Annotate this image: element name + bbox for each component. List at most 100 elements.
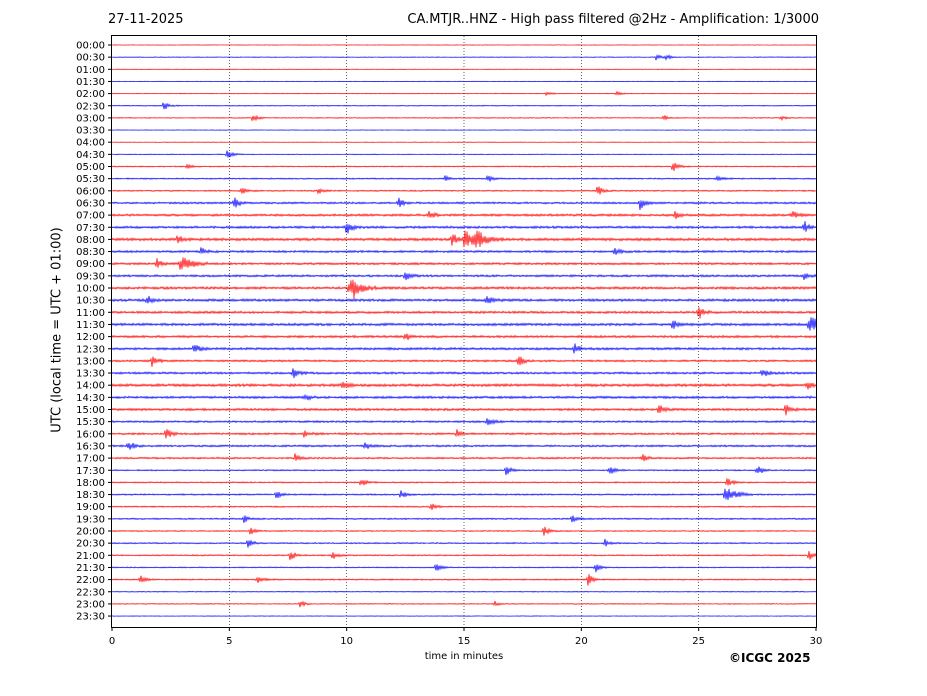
y-tick-label: 00:00: [76, 41, 105, 52]
y-tick-label: 23:00: [76, 599, 105, 610]
trace-0830: [111, 247, 817, 255]
date-label: 27-11-2025: [108, 12, 184, 27]
trace-1030: [111, 295, 817, 304]
y-tick-label: 16:00: [76, 429, 105, 440]
trace-0730: [111, 221, 817, 234]
x-tick-label: 20: [575, 636, 588, 647]
trace-1630: [111, 442, 817, 450]
y-tick-label: 05:30: [76, 174, 105, 185]
trace-1830: [111, 488, 817, 500]
trace-0600: [111, 186, 817, 195]
trace-0330: [111, 129, 817, 131]
trace-1500: [111, 404, 817, 416]
y-tick-label: 05:00: [76, 162, 105, 173]
y-tick-label: 02:00: [76, 89, 105, 100]
trace-0800: [111, 230, 817, 248]
y-tick-label: 09:00: [76, 259, 105, 270]
y-tick-label: 11:30: [76, 320, 105, 331]
y-tick-label: 01:00: [76, 65, 105, 76]
y-tick-label: 06:00: [76, 186, 105, 197]
y-tick-label: 07:00: [76, 211, 105, 222]
trace-1330: [111, 368, 817, 379]
y-tick-label: 06:30: [76, 198, 105, 209]
y-tick-label: 19:00: [76, 502, 105, 513]
trace-0030: [111, 54, 817, 61]
trace-0430: [111, 150, 817, 158]
y-tick-label: 00:30: [76, 53, 105, 64]
y-tick-label: 04:30: [76, 150, 105, 161]
y-axis-label: UTC (local time = UTC + 01:00): [49, 227, 65, 433]
trace-1000: [111, 279, 817, 299]
trace-0530: [111, 174, 817, 182]
y-tick-label: 23:30: [76, 612, 105, 623]
trace-0300: [111, 114, 817, 122]
y-tick-label: 19:30: [76, 514, 105, 525]
trace-1700: [111, 453, 817, 462]
y-tick-label: 15:00: [76, 405, 105, 416]
y-tick-label: 02:30: [76, 101, 105, 112]
trace-2330: [111, 615, 817, 617]
y-tick-label: 21:30: [76, 563, 105, 574]
trace-2100: [111, 551, 817, 561]
trace-0130: [111, 80, 817, 83]
y-tick-label: 03:00: [76, 113, 105, 124]
copyright-label: ©ICGC 2025: [729, 651, 811, 665]
y-tick-label: 17:00: [76, 454, 105, 465]
trace-1930: [111, 515, 817, 523]
y-tick-label: 12:00: [76, 332, 105, 343]
trace-0700: [111, 210, 817, 220]
y-tick-label: 03:30: [76, 126, 105, 137]
trace-0230: [111, 102, 817, 110]
x-tick-label: 25: [692, 636, 705, 647]
y-tick-label: 21:00: [76, 551, 105, 562]
y-tick-label: 17:30: [76, 466, 105, 477]
y-tick-label: 08:00: [76, 235, 105, 246]
trace-1800: [111, 478, 817, 487]
y-tick-label: 20:00: [76, 527, 105, 538]
x-tick-label: 10: [340, 636, 353, 647]
x-tick-label: 0: [109, 636, 115, 647]
x-axis-label: time in minutes: [424, 651, 504, 662]
y-tick-label: 14:00: [76, 381, 105, 392]
trace-1100: [111, 307, 817, 319]
y-tick-label: 16:30: [76, 441, 105, 452]
y-tick-label: 10:30: [76, 296, 105, 307]
trace-0100: [111, 68, 817, 71]
y-tick-label: 09:30: [76, 271, 105, 282]
trace-1130: [111, 317, 817, 331]
trace-2130: [111, 563, 817, 573]
y-tick-label: 20:30: [76, 539, 105, 550]
y-tick-label: 04:00: [76, 138, 105, 149]
chart-title: CA.MTJR..HNZ - High pass filtered @2Hz -…: [407, 12, 819, 27]
y-tick-label: 13:30: [76, 369, 105, 380]
plot-frame: [111, 35, 817, 628]
y-tick-label: 07:30: [76, 223, 105, 234]
y-tick-label: 14:30: [76, 393, 105, 404]
y-tick-label: 12:30: [76, 344, 105, 355]
y-tick-label: 22:00: [76, 575, 105, 586]
y-tick-label: 22:30: [76, 587, 105, 598]
trace-0500: [111, 162, 817, 172]
trace-1430: [111, 393, 817, 401]
y-tick-label: 15:30: [76, 417, 105, 428]
y-tick-label: 13:00: [76, 356, 105, 367]
x-tick-label: 15: [458, 636, 471, 647]
trace-0900: [111, 257, 817, 270]
trace-0000: [111, 44, 817, 46]
trace-1730: [111, 466, 817, 476]
trace-1300: [111, 356, 817, 367]
y-tick-label: 18:00: [76, 478, 105, 489]
x-tick-label: 30: [810, 636, 823, 647]
trace-1530: [111, 418, 817, 426]
y-tick-label: 08:30: [76, 247, 105, 258]
trace-0630: [111, 197, 817, 210]
trace-2030: [111, 538, 817, 548]
trace-1900: [111, 503, 817, 511]
trace-1400: [111, 381, 817, 390]
x-tick-label: 5: [226, 636, 232, 647]
y-tick-label: 11:00: [76, 308, 105, 319]
trace-2300: [111, 600, 817, 608]
trace-1200: [111, 333, 817, 341]
